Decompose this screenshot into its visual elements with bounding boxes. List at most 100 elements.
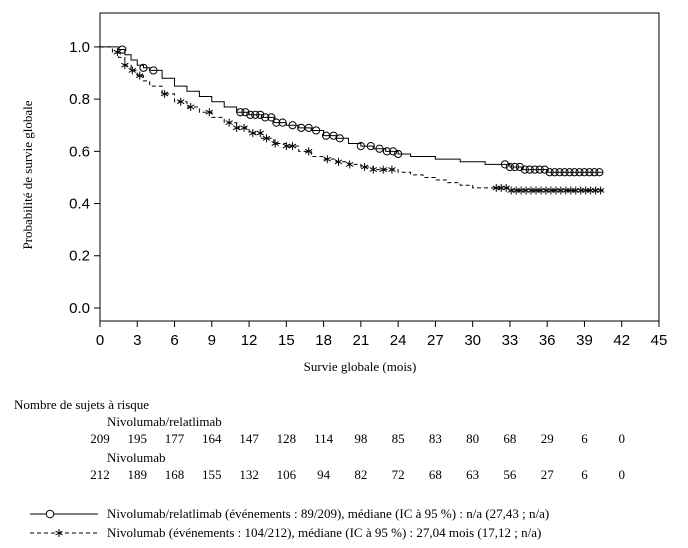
censor-mark-circle: [530, 165, 539, 174]
censor-mark-circle: [149, 66, 158, 75]
censor-mark-asterisk: [249, 129, 257, 138]
risk-cell: 27: [540, 467, 554, 482]
censor-mark-asterisk: [128, 66, 137, 75]
y-axis-label: Probabilité de survie globale: [20, 100, 35, 249]
censor-mark-asterisk: [596, 186, 605, 195]
censor-mark-circle: [366, 142, 375, 151]
censor-mark-circle: [356, 142, 365, 151]
censor-mark-asterisk: [369, 165, 378, 174]
y-tick-label: 0.0: [69, 300, 90, 317]
censor-mark-circle: [540, 165, 549, 174]
risk-cell: 212: [90, 467, 110, 482]
risk-cell: 177: [164, 431, 185, 446]
x-tick-label: 18: [315, 332, 332, 349]
series-line-nivolumab: [100, 46, 604, 191]
risk-cell: 63: [466, 467, 480, 482]
x-axis-label: Survie globale (mois): [304, 359, 417, 374]
series-line-nivolumab-relatlimab: [100, 46, 604, 173]
censor-mark-circle: [505, 162, 515, 172]
censor-mark-circle: [560, 168, 569, 177]
x-tick-label: 27: [427, 332, 444, 349]
risk-cell: 80: [466, 431, 480, 446]
risk-cell: 0: [618, 467, 625, 482]
y-tick-label: 0.4: [69, 196, 90, 213]
censor-mark-circle: [520, 165, 529, 174]
risk-cell: 94: [317, 467, 331, 482]
risk-cell: 128: [276, 431, 297, 446]
censor-mark-asterisk: [591, 186, 600, 195]
censor-mark-asterisk: [345, 160, 354, 169]
x-tick-label: 3: [133, 332, 141, 349]
x-tick-label: 24: [390, 332, 407, 349]
legend-line-circle-icon: [30, 509, 98, 519]
censor-mark-circle: [525, 165, 534, 174]
censor-mark-asterisk: [323, 155, 332, 164]
censor-mark-asterisk: [360, 163, 369, 171]
censor-mark-asterisk: [136, 71, 144, 80]
risk-cell: 6: [581, 431, 588, 446]
censor-mark-circle: [500, 160, 510, 169]
risk-cell: 164: [202, 431, 222, 446]
censor-mark-asterisk: [240, 123, 248, 132]
risk-cell: 6: [581, 467, 588, 482]
risk-cell: 0: [618, 431, 625, 446]
risk-cell: 209: [90, 431, 110, 446]
risk-cell: 68: [428, 467, 442, 482]
censor-mark-circle: [241, 108, 250, 117]
risk-cell: 82: [354, 467, 368, 482]
censor-mark-asterisk: [232, 123, 241, 132]
x-tick-label: 21: [353, 332, 370, 349]
censor-mark-asterisk: [225, 118, 233, 127]
plot-frame: [99, 12, 660, 322]
censor-mark-circle: [555, 168, 564, 177]
x-tick-label: 30: [464, 332, 481, 349]
censor-mark-asterisk: [388, 165, 396, 174]
censor-mark-circle: [236, 108, 245, 117]
legend-text: Nivolumab (événements : 104/212), médian…: [107, 525, 542, 540]
risk-cell: 114: [314, 431, 334, 446]
risk-cell: 106: [276, 467, 297, 482]
censor-mark-circle: [335, 134, 344, 143]
legend-item: Nivolumab (événements : 104/212), médian…: [0, 524, 688, 542]
risk-cell: 98: [354, 431, 368, 446]
risk-group-label: Nivolumab: [107, 450, 166, 465]
km-chart: 0.00.20.40.60.81.0 0 3 6 9 12 15 18 21 24 27 30 33 3…: [20, 12, 667, 374]
censor-mark-asterisk: [271, 139, 279, 148]
risk-row-nivolumab: 212 189 168 155 132 106 94 82 72 68 63 56 27 6 0: [0, 467, 688, 483]
risk-cell: 155: [202, 467, 222, 482]
censor-mark-asterisk: [334, 157, 343, 166]
risk-cell: 85: [391, 431, 405, 446]
x-tick-label: 6: [170, 332, 178, 349]
censor-mark-asterisk: [205, 108, 214, 117]
x-tick-label: 15: [278, 332, 295, 349]
censor-mark-asterisk: [262, 134, 271, 143]
censor-mark-circle: [375, 144, 384, 153]
risk-cell: 147: [239, 431, 259, 446]
censor-mark-circle: [515, 162, 524, 172]
censor-mark-circle: [272, 118, 281, 127]
y-tick-label: 0.2: [69, 248, 90, 265]
y-tick-label: 0.8: [69, 91, 90, 108]
censor-mark-asterisk: [288, 142, 297, 151]
risk-row-nivolumab-relatlimab: 209 195 177 164 147 128 114 98 85 83 80 68 29 6 0: [0, 431, 688, 447]
risk-cell: 132: [239, 467, 259, 482]
x-tick-label: 9: [208, 332, 216, 349]
censor-mark-asterisk: [186, 102, 195, 111]
censor-mark-circle: [585, 168, 594, 177]
legend-dashed-asterisk-icon: [30, 529, 98, 537]
censor-mark-circle: [535, 165, 544, 174]
censor-mark-circle: [394, 149, 403, 159]
censor-mark-asterisk: [282, 142, 291, 151]
risk-cell: 168: [164, 467, 185, 482]
legend-item: Nivolumab/relatlimab (événements : 89/20…: [0, 505, 688, 523]
risk-table-title: Nombre de sujets à risque: [14, 397, 150, 412]
censor-mark-circle: [510, 162, 520, 172]
censor-mark-circle: [590, 168, 599, 177]
x-tick-label: 33: [502, 332, 519, 349]
censor-mark-circle: [256, 110, 265, 119]
censor-mark-circle: [565, 168, 574, 177]
x-tick-label: 0: [96, 332, 104, 349]
x-tick-label: 36: [539, 332, 556, 349]
censor-mark-circle: [312, 126, 321, 135]
censor-mark-circle: [288, 121, 297, 130]
